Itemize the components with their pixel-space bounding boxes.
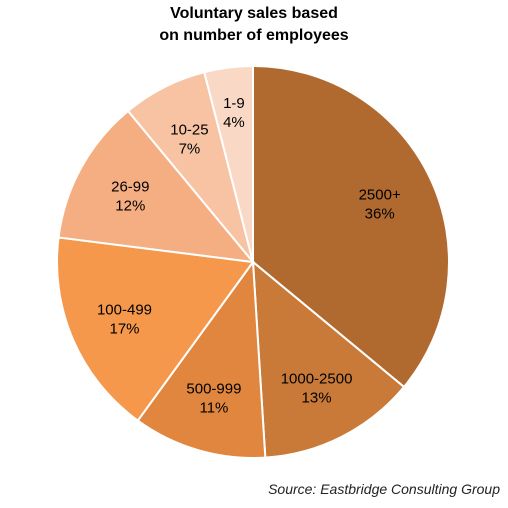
slice-percent-label: 4% — [223, 114, 245, 131]
slice-percent-label: 17% — [109, 321, 139, 338]
slice-label-6: 1-9 4% — [223, 95, 245, 131]
slice-category-label: 10-25 — [170, 121, 208, 138]
slice-percent-label: 13% — [302, 390, 332, 407]
pie-slice-3 — [56, 236, 255, 422]
slice-percent-label: 11% — [199, 399, 228, 416]
slice-label-4: 26-99 12% — [111, 179, 149, 215]
chart-title-line-2: on number of employees — [159, 27, 349, 44]
slice-category-label: 1-9 — [223, 95, 245, 112]
slice-label-0: 2500+ 36% — [359, 186, 401, 222]
slice-label-2: 500-999 11% — [186, 380, 241, 416]
chart-title-line-1: Voluntary sales based — [170, 5, 338, 22]
chart-title: Voluntary sales based on number of emplo… — [0, 3, 508, 47]
source-note: Source: Eastbridge Consulting Group — [268, 481, 500, 497]
slice-category-label: 26-99 — [111, 179, 149, 196]
pie-slice-0 — [252, 64, 450, 389]
pie-slices — [56, 64, 450, 459]
pie-slice-6 — [203, 64, 254, 263]
slice-label-5: 10-25 7% — [170, 121, 208, 157]
slice-label-1: 1000-2500 13% — [281, 371, 353, 407]
pie-slice-1 — [251, 259, 406, 459]
slice-percent-label: 7% — [179, 140, 201, 157]
slice-label-3: 100-499 17% — [97, 302, 152, 338]
slice-category-label: 500-999 — [186, 380, 241, 397]
slice-percent-label: 12% — [115, 198, 145, 215]
pie-slice-4 — [57, 109, 256, 264]
pie-slice-2 — [136, 259, 267, 459]
slice-category-label: 2500+ — [359, 186, 401, 203]
slice-category-label: 1000-2500 — [281, 371, 353, 388]
slice-category-label: 100-499 — [97, 302, 152, 319]
pie-labels: 2500+ 36% 1000-2500 13% 500-999 11% 100-499 17%… — [97, 95, 401, 416]
slice-percent-label: 36% — [365, 205, 395, 222]
